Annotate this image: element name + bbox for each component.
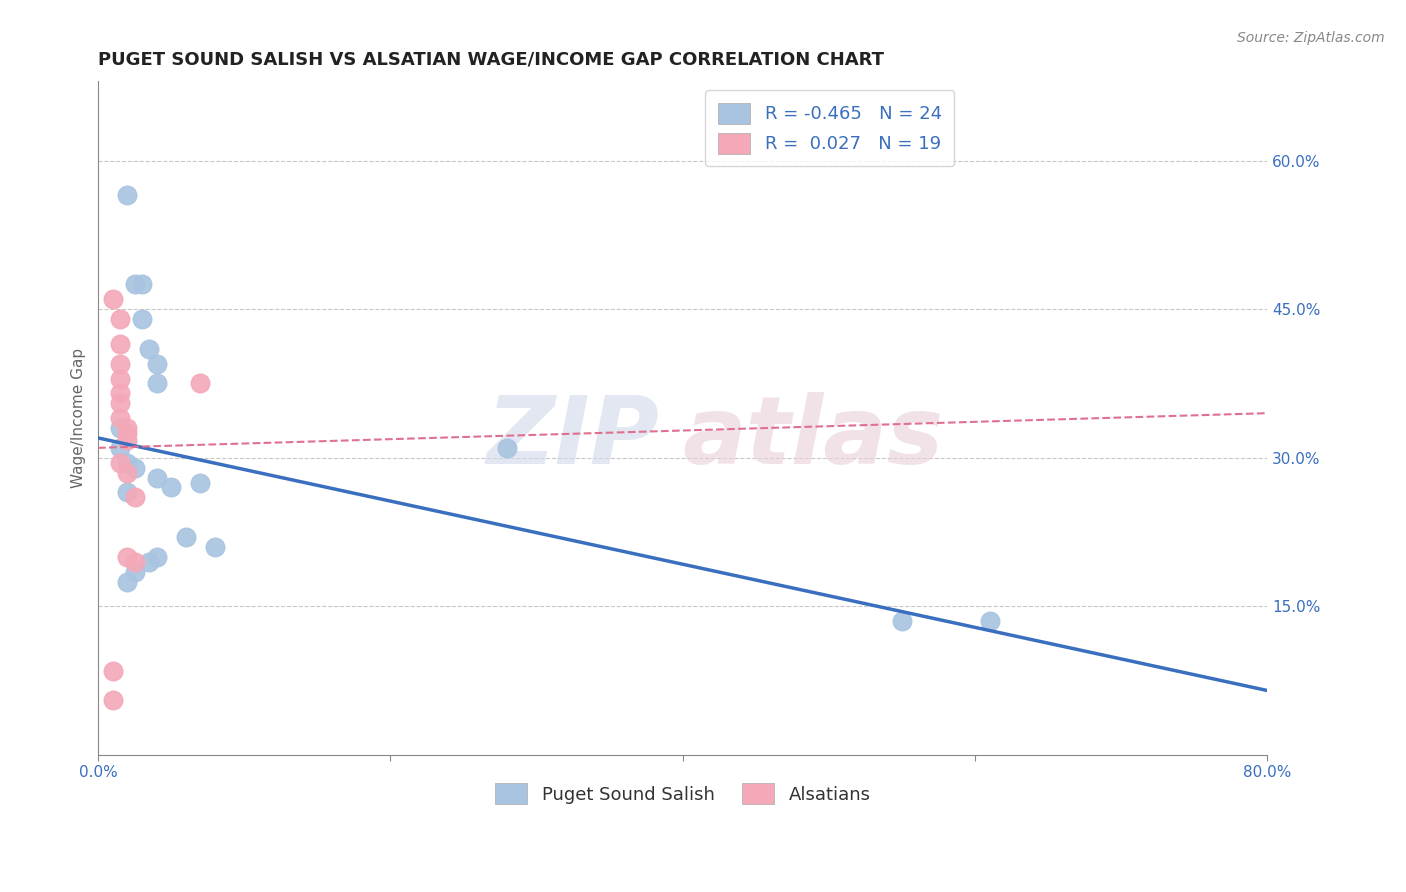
Point [204, 540, 226, 554]
Point [108, 312, 131, 326]
Point [496, 441, 519, 455]
Y-axis label: Wage/Income Gap: Wage/Income Gap [72, 348, 86, 488]
Point [145, 357, 167, 371]
Legend: Puget Sound Salish, Alsatians: Puget Sound Salish, Alsatians [485, 774, 880, 814]
Point [117, 421, 139, 435]
Point [108, 371, 131, 385]
Point [890, 614, 912, 628]
Text: Source: ZipAtlas.com: Source: ZipAtlas.com [1237, 31, 1385, 45]
Point [138, 555, 160, 569]
Point [108, 411, 131, 425]
Point [101, 664, 124, 678]
Point [117, 485, 139, 500]
Point [108, 357, 131, 371]
Point [108, 441, 131, 455]
Point [108, 336, 131, 351]
Point [108, 456, 131, 470]
Point [108, 421, 131, 435]
Point [190, 475, 212, 490]
Point [117, 433, 139, 447]
Point [117, 466, 139, 480]
Point [138, 342, 160, 356]
Point [145, 376, 167, 391]
Text: PUGET SOUND SALISH VS ALSATIAN WAGE/INCOME GAP CORRELATION CHART: PUGET SOUND SALISH VS ALSATIAN WAGE/INCO… [98, 51, 884, 69]
Point [124, 555, 146, 569]
Point [190, 376, 212, 391]
Point [117, 456, 139, 470]
Point [145, 470, 167, 484]
Point [124, 460, 146, 475]
Point [117, 425, 139, 440]
Point [131, 277, 153, 292]
Point [145, 549, 167, 564]
Text: ZIP: ZIP [486, 392, 659, 484]
Point [131, 312, 153, 326]
Point [101, 292, 124, 306]
Text: atlas: atlas [683, 392, 943, 484]
Point [124, 277, 146, 292]
Point [117, 574, 139, 589]
Point [108, 386, 131, 401]
Point [174, 530, 197, 544]
Point [108, 396, 131, 410]
Point [117, 188, 139, 202]
Point [124, 565, 146, 579]
Point [124, 491, 146, 505]
Point [117, 549, 139, 564]
Point [101, 693, 124, 707]
Point [160, 480, 183, 494]
Point [979, 614, 1001, 628]
